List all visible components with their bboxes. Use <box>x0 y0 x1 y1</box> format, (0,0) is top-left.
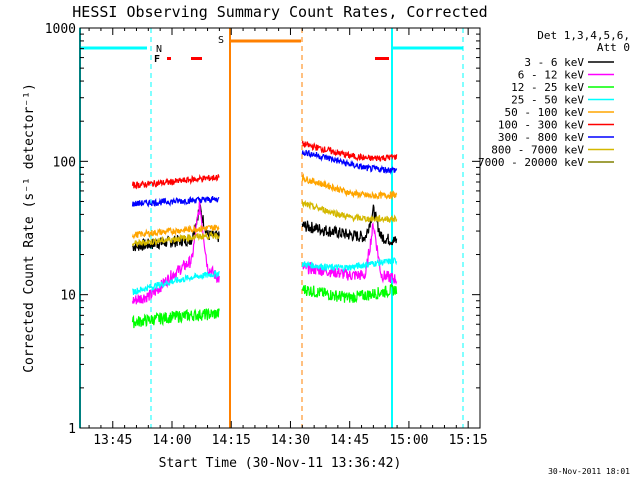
series-line <box>132 270 220 295</box>
series-line <box>301 149 398 175</box>
legend-entry-label: 7000 - 20000 keV <box>478 156 584 169</box>
series-line <box>301 283 398 304</box>
x-tick-label: 14:30 <box>271 433 310 448</box>
y-tick-label: 100 <box>53 155 76 170</box>
flare-bar <box>191 57 202 60</box>
series-line <box>301 140 398 162</box>
series-line <box>131 224 220 240</box>
plot-frame <box>79 27 481 429</box>
x-tick-label: 15:00 <box>389 433 428 448</box>
y-tick-label: 1 <box>68 422 76 437</box>
footer-date: 30-Nov-2011 18:01 <box>548 467 630 476</box>
legend-entry-label: 25 - 50 keV <box>511 94 584 107</box>
legend-entry-label: 50 - 100 keV <box>505 106 585 119</box>
legend-header-line-1: Det 1,3,4,5,6, <box>537 29 630 42</box>
legend-entry-label: 800 - 7000 keV <box>491 144 584 157</box>
series-line <box>301 200 398 224</box>
series-line <box>301 257 398 273</box>
chart-title: HESSI Observing Summary Count Rates, Cor… <box>72 3 487 21</box>
series-layer <box>131 140 398 329</box>
x-tick-label: 15:15 <box>449 433 488 448</box>
x-tick-label: 14:00 <box>152 433 191 448</box>
y-axis-label: Corrected Count Rate (s⁻¹ detector⁻¹) <box>22 83 37 373</box>
x-tick-label: 14:15 <box>212 433 251 448</box>
series-line <box>131 230 220 248</box>
saa-label: S <box>218 35 224 46</box>
x-axis-label: Start Time (30-Nov-11 13:36:42) <box>159 456 402 471</box>
legend-entry-label: 12 - 25 keV <box>511 81 584 94</box>
legend-entry-label: 3 - 6 keV <box>524 56 584 69</box>
legend-header-line-2: Att 0 <box>597 41 630 54</box>
legend-entry-label: 100 - 300 keV <box>498 119 584 132</box>
axes: 13:45 14:00 14:15 14:30 14:45 15:00 15:15 1 10 10… <box>45 22 488 448</box>
series-line <box>301 173 398 201</box>
x-tick-label: 14:45 <box>330 433 369 448</box>
legend-entry-label: 300 - 800 keV <box>498 131 584 144</box>
flare-flag-label: F <box>154 54 160 65</box>
legend-entry-label: 6 - 12 keV <box>518 69 585 82</box>
series-line <box>301 221 398 286</box>
x-tick-label: 13:45 <box>93 433 132 448</box>
series-line <box>131 173 220 190</box>
series-line <box>131 199 220 305</box>
flare-bar <box>375 57 389 60</box>
series-line <box>131 307 220 329</box>
series-line <box>301 204 398 246</box>
y-tick-label: 1000 <box>45 22 76 37</box>
saa-flag-label: N <box>156 44 162 55</box>
series-line <box>131 195 220 208</box>
y-tick-label: 10 <box>60 289 76 304</box>
flare-bar <box>167 57 171 60</box>
